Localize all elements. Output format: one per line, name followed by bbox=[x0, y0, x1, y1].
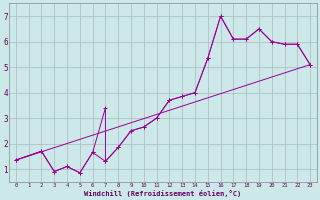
X-axis label: Windchill (Refroidissement éolien,°C): Windchill (Refroidissement éolien,°C) bbox=[84, 190, 242, 197]
